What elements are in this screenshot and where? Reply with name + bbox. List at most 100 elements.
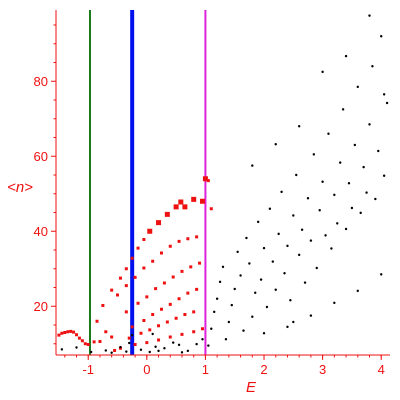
data-point xyxy=(201,338,204,341)
data-point xyxy=(142,238,146,241)
data-point xyxy=(353,143,357,147)
x-tick-label: 1 xyxy=(202,362,209,377)
x-tick-label: 3 xyxy=(319,362,326,377)
data-point xyxy=(113,349,117,352)
data-point xyxy=(210,327,213,330)
data-point xyxy=(385,101,389,105)
data-point xyxy=(186,237,190,241)
data-point xyxy=(344,227,348,231)
data-point xyxy=(297,253,301,257)
data-point xyxy=(180,332,184,336)
data-point xyxy=(157,349,160,353)
x-axis-title: E xyxy=(246,379,257,396)
data-point xyxy=(195,235,199,239)
data-point xyxy=(368,14,371,17)
data-point xyxy=(178,199,184,205)
data-point xyxy=(142,319,146,322)
data-point xyxy=(173,204,179,210)
data-point xyxy=(159,307,163,311)
data-point xyxy=(300,228,304,231)
data-point xyxy=(151,259,155,263)
data-point xyxy=(199,198,205,204)
data-point xyxy=(177,239,181,243)
data-point xyxy=(130,325,134,329)
data-point xyxy=(189,265,193,269)
reference-lines xyxy=(88,10,207,355)
data-point xyxy=(324,234,327,237)
data-point xyxy=(130,256,134,260)
data-point xyxy=(118,276,122,280)
data-point xyxy=(195,287,199,291)
data-point xyxy=(110,351,113,354)
data-point xyxy=(224,338,228,341)
data-point xyxy=(286,325,289,329)
data-point xyxy=(265,305,269,309)
y-tick-label: 40 xyxy=(34,224,48,239)
data-point xyxy=(262,332,266,335)
data-point xyxy=(157,324,161,328)
data-point xyxy=(163,347,166,350)
data-point xyxy=(218,280,222,284)
data-point xyxy=(168,302,172,306)
data-point xyxy=(69,329,73,333)
data-point xyxy=(162,281,166,285)
data-point xyxy=(359,211,362,215)
data-point xyxy=(191,196,197,202)
data-point xyxy=(168,335,172,339)
data-point xyxy=(101,304,105,307)
data-point xyxy=(83,342,87,346)
data-point xyxy=(177,297,181,301)
data-point xyxy=(136,246,140,250)
data-points xyxy=(57,14,389,354)
data-point xyxy=(110,288,114,292)
data-point xyxy=(60,331,64,335)
x-axis-ticks: -1 0 1 2 3 4 xyxy=(64,355,385,377)
data-point xyxy=(327,132,330,135)
data-point xyxy=(254,291,257,294)
data-point xyxy=(377,149,380,153)
data-point xyxy=(60,348,64,351)
data-point xyxy=(165,320,169,324)
data-point xyxy=(338,161,342,164)
data-point xyxy=(75,346,78,349)
data-point xyxy=(151,332,154,336)
data-point xyxy=(382,93,386,96)
data-point xyxy=(89,350,93,354)
data-point xyxy=(336,222,339,225)
y-tick-label: 60 xyxy=(34,149,48,164)
y-axis-title: <n> xyxy=(7,179,33,196)
axes xyxy=(55,10,390,356)
data-point xyxy=(154,345,157,348)
data-point xyxy=(130,333,134,337)
data-point xyxy=(95,319,99,323)
x-tick-label: -1 xyxy=(82,362,94,377)
data-point xyxy=(251,315,254,318)
data-point xyxy=(147,228,153,234)
data-point xyxy=(127,336,131,340)
data-point xyxy=(119,345,122,349)
data-point xyxy=(262,246,266,250)
data-point xyxy=(145,341,149,345)
data-point xyxy=(356,85,359,89)
data-point xyxy=(271,260,275,263)
data-point xyxy=(236,250,239,254)
data-point xyxy=(365,191,368,194)
data-point xyxy=(333,193,336,197)
data-point xyxy=(356,289,359,293)
data-point xyxy=(292,320,295,324)
data-point xyxy=(57,333,61,337)
data-point xyxy=(333,301,336,305)
data-point xyxy=(154,287,158,291)
data-point xyxy=(341,108,345,111)
data-point xyxy=(321,70,324,74)
data-point xyxy=(215,297,219,300)
data-point xyxy=(186,349,190,353)
data-point xyxy=(251,164,254,167)
y-tick-label: 20 xyxy=(34,299,48,314)
data-point xyxy=(142,266,146,270)
data-point xyxy=(77,336,81,340)
data-point xyxy=(192,310,196,314)
data-point xyxy=(133,343,137,346)
data-point xyxy=(151,313,155,316)
data-point xyxy=(104,349,108,352)
